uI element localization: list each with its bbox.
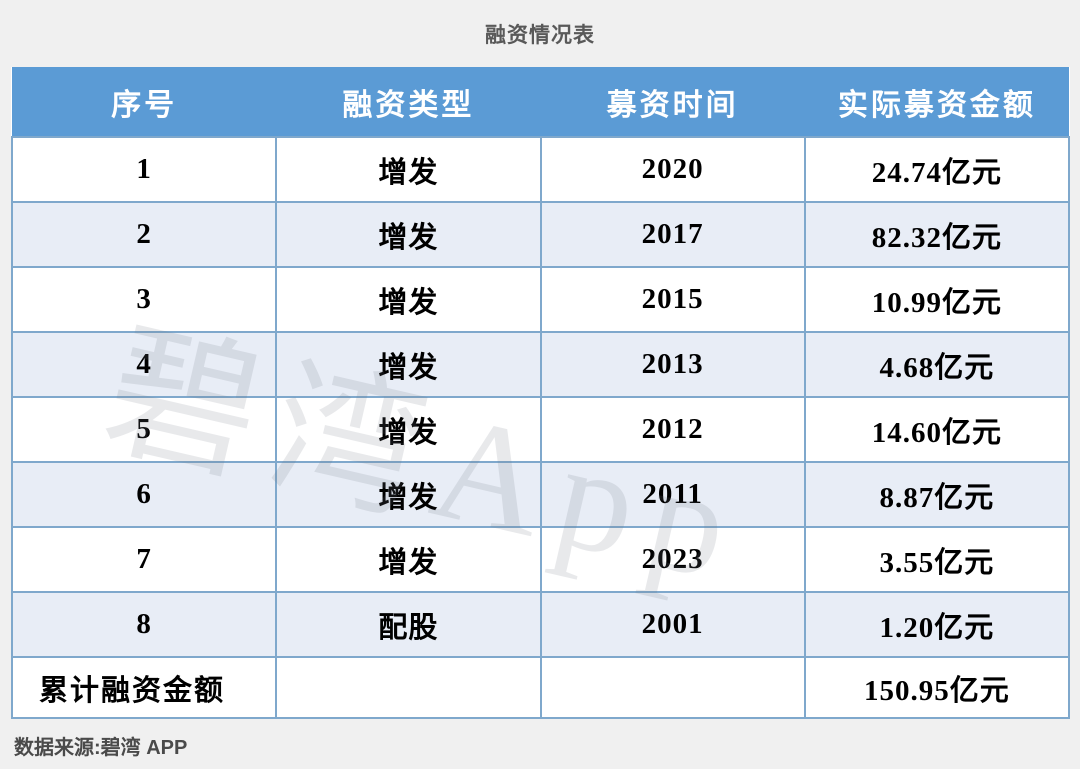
cell-r8-c1: 配股 xyxy=(275,591,542,658)
column-header-0: 序号 xyxy=(12,67,277,137)
cell-r6-c1: 增发 xyxy=(275,461,542,528)
cell-r1-c3: 24.74亿元 xyxy=(803,136,1071,203)
cell-r1-c1: 增发 xyxy=(275,136,542,203)
cell-r7-c3: 3.55亿元 xyxy=(803,526,1071,593)
table-row-2: 2 增发 2017 82.32亿元 xyxy=(10,201,1071,268)
table-row-5: 5 增发 2012 14.60亿元 xyxy=(10,396,1071,463)
cell-r8-c0: 8 xyxy=(10,591,278,658)
cell-r3-c3: 10.99亿元 xyxy=(803,266,1071,333)
cell-r1-c2: 2020 xyxy=(539,136,806,203)
table-row-1: 1 增发 2020 24.74亿元 xyxy=(10,136,1071,203)
cell-r5-c0: 5 xyxy=(10,396,278,463)
financing-table-grid: 序号 融资类型 募资时间 实际募资金额 1 增发 2020 24.74亿元 2 增发 2017 82… xyxy=(10,67,1071,719)
cell-r2-c2: 2017 xyxy=(539,201,806,268)
cell-r5-c2: 2012 xyxy=(539,396,806,463)
cell-r2-c1: 增发 xyxy=(275,201,542,268)
cell-r3-c0: 3 xyxy=(10,266,278,333)
data-source-label: 数据来源:碧湾 APP xyxy=(14,737,188,759)
cell-r3-c2: 2015 xyxy=(539,266,806,333)
page-title: 融资情况表 xyxy=(485,23,595,47)
financing-table: 序号 融资类型 募资时间 实际募资金额 1 增发 2020 24.74亿元 2 增发 2017 82… xyxy=(10,67,1071,719)
cell-r8-c2: 2001 xyxy=(539,591,806,658)
cell-r4-c0: 4 xyxy=(10,331,278,398)
total-row: 累计融资金额 150.95亿元 xyxy=(10,656,1071,719)
table-row-8: 8 配股 2001 1.20亿元 xyxy=(10,591,1071,658)
cell-r2-c0: 2 xyxy=(10,201,278,268)
cell-r6-c0: 6 xyxy=(10,461,278,528)
table-row-4: 4 增发 2013 4.68亿元 xyxy=(10,331,1071,398)
cell-r7-c0: 7 xyxy=(10,526,278,593)
column-header-3: 实际募资金额 xyxy=(804,67,1069,137)
cell-r6-c3: 8.87亿元 xyxy=(803,461,1071,528)
total-value: 150.95亿元 xyxy=(803,656,1071,719)
cell-r4-c2: 2013 xyxy=(539,331,806,398)
cell-r3-c1: 增发 xyxy=(275,266,542,333)
column-header-1: 融资类型 xyxy=(276,67,541,137)
total-label: 累计融资金额 xyxy=(10,656,278,719)
total-empty-cell-1 xyxy=(275,656,542,719)
cell-r5-c3: 14.60亿元 xyxy=(803,396,1071,463)
cell-r5-c1: 增发 xyxy=(275,396,542,463)
cell-r7-c2: 2023 xyxy=(539,526,806,593)
cell-r4-c1: 增发 xyxy=(275,331,542,398)
cell-r1-c0: 1 xyxy=(10,136,278,203)
table-header-row: 序号 融资类型 募资时间 实际募资金额 xyxy=(12,67,1069,137)
cell-r6-c2: 2011 xyxy=(539,461,806,528)
cell-r8-c3: 1.20亿元 xyxy=(803,591,1071,658)
table-row-3: 3 增发 2015 10.99亿元 xyxy=(10,266,1071,333)
total-empty-cell-2 xyxy=(539,656,806,719)
cell-r2-c3: 82.32亿元 xyxy=(803,201,1071,268)
cell-r4-c3: 4.68亿元 xyxy=(803,331,1071,398)
cell-r7-c1: 增发 xyxy=(275,526,542,593)
table-row-7: 7 增发 2023 3.55亿元 xyxy=(10,526,1071,593)
table-row-6: 6 增发 2011 8.87亿元 xyxy=(10,461,1071,528)
column-header-2: 募资时间 xyxy=(540,67,805,137)
